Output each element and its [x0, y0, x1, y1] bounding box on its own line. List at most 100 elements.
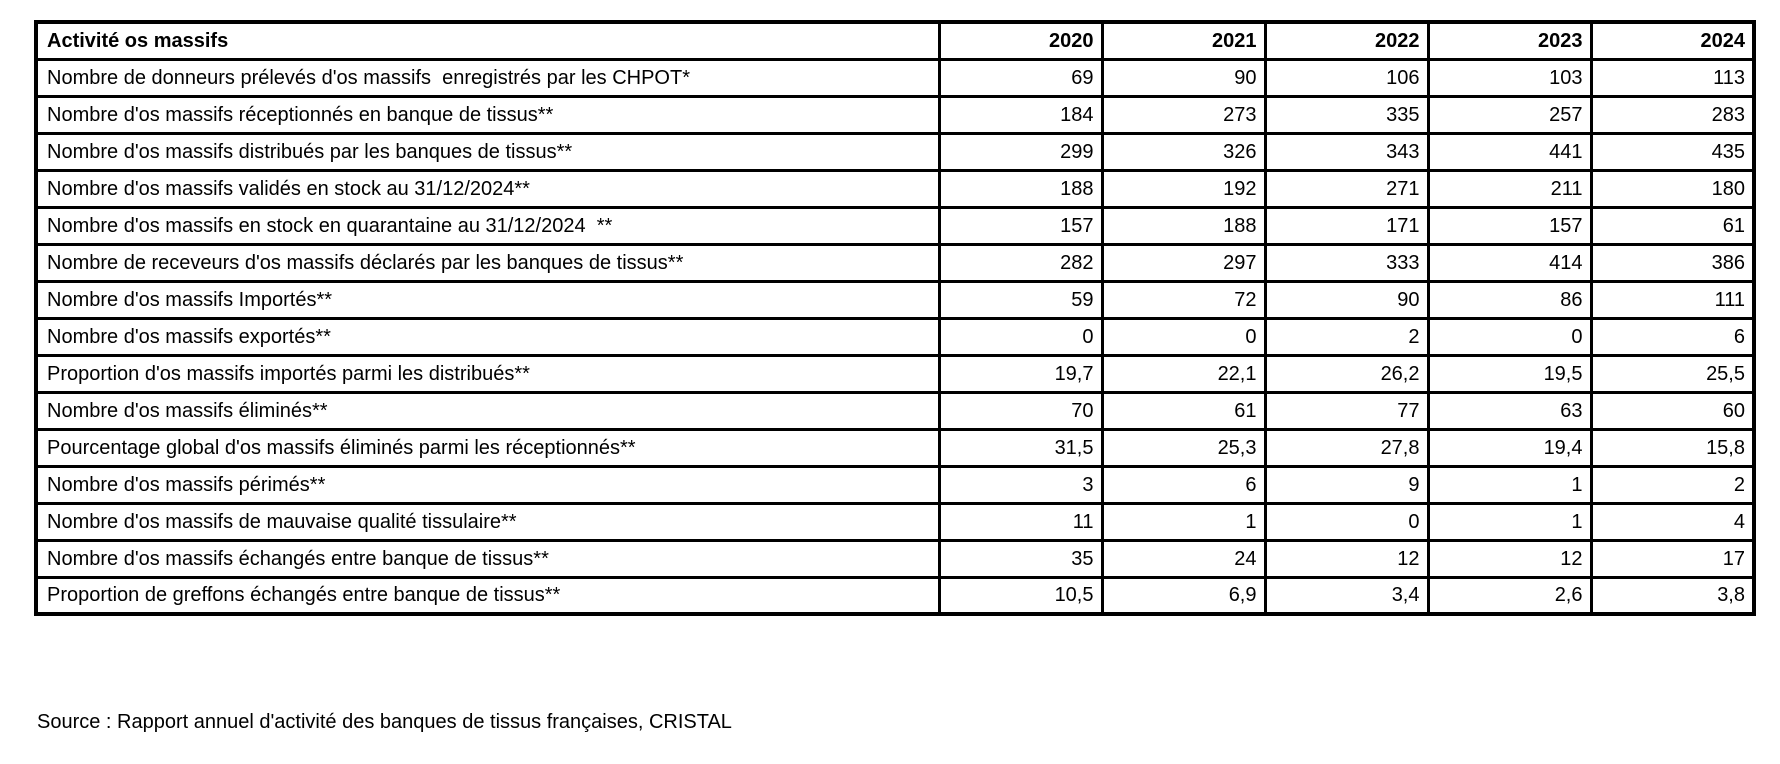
- value-cell: 441: [1426, 131, 1593, 172]
- value-cell: 69: [937, 57, 1104, 98]
- table-row: Pourcentage global d'os massifs éliminés…: [34, 427, 1756, 468]
- row-label-cell: Nombre d'os massifs exportés**: [34, 316, 941, 357]
- value-cell: 192: [1100, 168, 1267, 209]
- row-label-cell: Nombre d'os massifs en stock en quaranta…: [34, 205, 941, 246]
- value-cell: 31,5: [937, 427, 1104, 468]
- value-cell: 113: [1589, 57, 1756, 98]
- value-cell: 70: [937, 390, 1104, 431]
- value-cell: 111: [1589, 279, 1756, 320]
- value-cell: 414: [1426, 242, 1593, 283]
- value-cell: 6: [1589, 316, 1756, 357]
- value-cell: 157: [937, 205, 1104, 246]
- table-row: Nombre de receveurs d'os massifs déclaré…: [34, 242, 1756, 283]
- year-header-cell: 2020: [937, 20, 1104, 61]
- value-cell: 61: [1100, 390, 1267, 431]
- table-row: Proportion de greffons échangés entre ba…: [34, 575, 1756, 616]
- value-cell: 6: [1100, 464, 1267, 505]
- value-cell: 257: [1426, 94, 1593, 135]
- value-cell: 271: [1263, 168, 1430, 209]
- value-cell: 343: [1263, 131, 1430, 172]
- value-cell: 188: [937, 168, 1104, 209]
- value-cell: 19,5: [1426, 353, 1593, 394]
- value-cell: 27,8: [1263, 427, 1430, 468]
- value-cell: 326: [1100, 131, 1267, 172]
- table-row: Nombre d'os massifs distribués par les b…: [34, 131, 1756, 172]
- row-label-cell: Nombre d'os massifs distribués par les b…: [34, 131, 941, 172]
- year-header-cell: 2023: [1426, 20, 1593, 61]
- activity-table: Activité os massifs 2020 2021 2022 2023 2024 N…: [34, 20, 1756, 616]
- value-cell: 1: [1426, 464, 1593, 505]
- value-cell: 1: [1426, 501, 1593, 542]
- value-cell: 335: [1263, 94, 1430, 135]
- table-row: Proportion d'os massifs importés parmi l…: [34, 353, 1756, 394]
- value-cell: 17: [1589, 538, 1756, 579]
- row-label-cell: Nombre d'os massifs Importés**: [34, 279, 941, 320]
- value-cell: 386: [1589, 242, 1756, 283]
- value-cell: 299: [937, 131, 1104, 172]
- value-cell: 435: [1589, 131, 1756, 172]
- table-row: Nombre d'os massifs périmés** 3 6 9 1 2: [34, 464, 1756, 505]
- row-label-cell: Nombre de donneurs prélevés d'os massifs…: [34, 57, 941, 98]
- source-note: Source : Rapport annuel d'activité des b…: [37, 711, 732, 733]
- value-cell: 77: [1263, 390, 1430, 431]
- value-cell: 9: [1263, 464, 1430, 505]
- value-cell: 61: [1589, 205, 1756, 246]
- value-cell: 19,4: [1426, 427, 1593, 468]
- value-cell: 184: [937, 94, 1104, 135]
- value-cell: 4: [1589, 501, 1756, 542]
- year-header-cell: 2021: [1100, 20, 1267, 61]
- value-cell: 0: [1426, 316, 1593, 357]
- value-cell: 26,2: [1263, 353, 1430, 394]
- value-cell: 0: [1100, 316, 1267, 357]
- value-cell: 1: [1100, 501, 1267, 542]
- value-cell: 12: [1426, 538, 1593, 579]
- row-label-cell: Proportion de greffons échangés entre ba…: [34, 575, 941, 616]
- value-cell: 2: [1263, 316, 1430, 357]
- table-row: Nombre d'os massifs exportés** 0 0 2 0 6: [34, 316, 1756, 357]
- table-title-cell: Activité os massifs: [34, 20, 941, 61]
- table-row: Nombre d'os massifs réceptionnés en banq…: [34, 94, 1756, 135]
- value-cell: 11: [937, 501, 1104, 542]
- value-cell: 35: [937, 538, 1104, 579]
- table-row: Nombre d'os massifs éliminés** 70 61 77 63 60: [34, 390, 1756, 431]
- value-cell: 10,5: [937, 575, 1104, 616]
- value-cell: 86: [1426, 279, 1593, 320]
- value-cell: 22,1: [1100, 353, 1267, 394]
- value-cell: 2: [1589, 464, 1756, 505]
- table-header-row: Activité os massifs 2020 2021 2022 2023 2024: [34, 20, 1756, 61]
- row-label-cell: Nombre d'os massifs éliminés**: [34, 390, 941, 431]
- row-label-cell: Nombre d'os massifs de mauvaise qualité …: [34, 501, 941, 542]
- value-cell: 171: [1263, 205, 1430, 246]
- table-row: Nombre d'os massifs échangés entre banqu…: [34, 538, 1756, 579]
- value-cell: 24: [1100, 538, 1267, 579]
- value-cell: 157: [1426, 205, 1593, 246]
- value-cell: 63: [1426, 390, 1593, 431]
- value-cell: 273: [1100, 94, 1267, 135]
- value-cell: 180: [1589, 168, 1756, 209]
- value-cell: 3,8: [1589, 575, 1756, 616]
- value-cell: 25,5: [1589, 353, 1756, 394]
- value-cell: 3: [937, 464, 1104, 505]
- row-label-cell: Nombre d'os massifs périmés**: [34, 464, 941, 505]
- row-label-cell: Nombre d'os massifs réceptionnés en banq…: [34, 94, 941, 135]
- value-cell: 60: [1589, 390, 1756, 431]
- table-row: Nombre de donneurs prélevés d'os massifs…: [34, 57, 1756, 98]
- value-cell: 188: [1100, 205, 1267, 246]
- value-cell: 15,8: [1589, 427, 1756, 468]
- value-cell: 106: [1263, 57, 1430, 98]
- value-cell: 25,3: [1100, 427, 1267, 468]
- table-row: Nombre d'os massifs de mauvaise qualité …: [34, 501, 1756, 542]
- value-cell: 282: [937, 242, 1104, 283]
- year-header-cell: 2024: [1589, 20, 1756, 61]
- value-cell: 297: [1100, 242, 1267, 283]
- year-header-cell: 2022: [1263, 20, 1430, 61]
- value-cell: 0: [937, 316, 1104, 357]
- value-cell: 0: [1263, 501, 1430, 542]
- table-row: Nombre d'os massifs en stock en quaranta…: [34, 205, 1756, 246]
- value-cell: 72: [1100, 279, 1267, 320]
- value-cell: 103: [1426, 57, 1593, 98]
- value-cell: 283: [1589, 94, 1756, 135]
- value-cell: 19,7: [937, 353, 1104, 394]
- value-cell: 90: [1263, 279, 1430, 320]
